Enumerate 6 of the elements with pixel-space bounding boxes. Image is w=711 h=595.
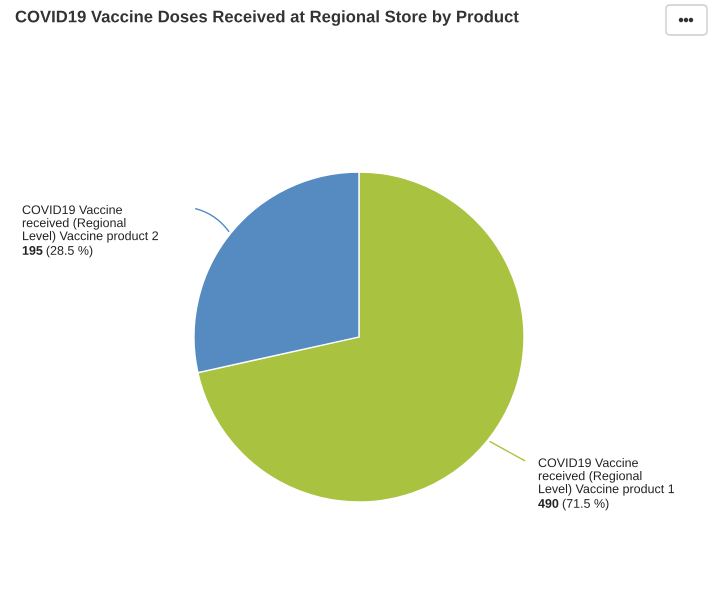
pie-slice <box>197 171 525 503</box>
slice-label: COVID19 Vaccine received (Regional Level) Vaccine product 2 <box>22 205 158 243</box>
slice-label: COVID19 Vaccine received (Regional Level) Vaccine product 1 <box>538 458 674 496</box>
data-label: 490 (71.5 %) <box>538 498 608 510</box>
chart-title: COVID19 Vaccine Doses Received at Regional Store by Product <box>16 10 519 26</box>
data-label: 195 (28.5 %) <box>22 246 92 258</box>
